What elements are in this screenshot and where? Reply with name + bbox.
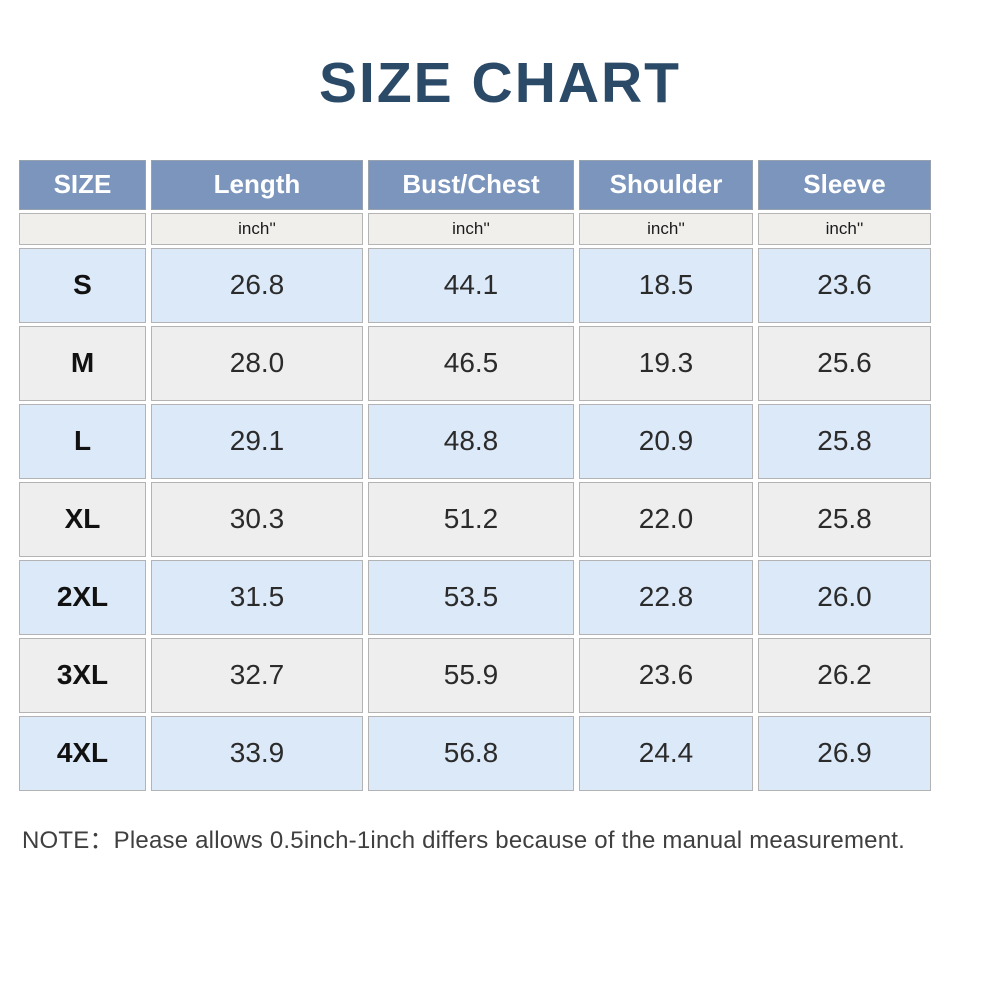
table-row: 4XL 33.9 56.8 24.4 26.9 <box>19 715 931 791</box>
unit-cell-sleeve: inch'' <box>758 212 931 245</box>
unit-cell-shoulder: inch'' <box>579 212 753 245</box>
value-cell-length: 29.1 <box>151 403 363 479</box>
value-cell-bust-chest: 46.5 <box>368 325 574 401</box>
size-cell: M <box>19 325 146 401</box>
size-cell: S <box>19 247 146 323</box>
unit-cell-bust-chest: inch'' <box>368 212 574 245</box>
value-cell-shoulder: 23.6 <box>579 637 753 713</box>
table-row: 2XL 31.5 53.5 22.8 26.0 <box>19 559 931 635</box>
value-cell-length: 31.5 <box>151 559 363 635</box>
value-cell-bust-chest: 53.5 <box>368 559 574 635</box>
value-cell-length: 33.9 <box>151 715 363 791</box>
value-cell-length: 30.3 <box>151 481 363 557</box>
col-header-bust-chest: Bust/Chest <box>368 159 574 210</box>
value-cell-bust-chest: 44.1 <box>368 247 574 323</box>
value-cell-shoulder: 24.4 <box>579 715 753 791</box>
table-row: 3XL 32.7 55.9 23.6 26.2 <box>19 637 931 713</box>
unit-cell-length: inch'' <box>151 212 363 245</box>
table-row: M 28.0 46.5 19.3 25.6 <box>19 325 931 401</box>
header-row: SIZE Length Bust/Chest Shoulder Sleeve <box>19 159 931 210</box>
value-cell-bust-chest: 56.8 <box>368 715 574 791</box>
value-cell-bust-chest: 55.9 <box>368 637 574 713</box>
value-cell-bust-chest: 51.2 <box>368 481 574 557</box>
value-cell-bust-chest: 48.8 <box>368 403 574 479</box>
size-chart-table: SIZE Length Bust/Chest Shoulder Sleeve i… <box>14 157 936 794</box>
size-cell: 4XL <box>19 715 146 791</box>
value-cell-length: 32.7 <box>151 637 363 713</box>
unit-cell-size <box>19 212 146 245</box>
value-cell-sleeve: 25.8 <box>758 403 931 479</box>
value-cell-sleeve: 26.2 <box>758 637 931 713</box>
col-header-length: Length <box>151 159 363 210</box>
value-cell-shoulder: 19.3 <box>579 325 753 401</box>
col-header-size: SIZE <box>19 159 146 210</box>
value-cell-shoulder: 18.5 <box>579 247 753 323</box>
value-cell-sleeve: 25.8 <box>758 481 931 557</box>
col-header-sleeve: Sleeve <box>758 159 931 210</box>
page-title: SIZE CHART <box>319 51 681 115</box>
value-cell-shoulder: 22.0 <box>579 481 753 557</box>
table-row: XL 30.3 51.2 22.0 25.8 <box>19 481 931 557</box>
value-cell-sleeve: 25.6 <box>758 325 931 401</box>
value-cell-sleeve: 26.9 <box>758 715 931 791</box>
value-cell-shoulder: 22.8 <box>579 559 753 635</box>
table-row: S 26.8 44.1 18.5 23.6 <box>19 247 931 323</box>
col-header-shoulder: Shoulder <box>579 159 753 210</box>
size-cell: 2XL <box>19 559 146 635</box>
value-cell-sleeve: 26.0 <box>758 559 931 635</box>
table-row: L 29.1 48.8 20.9 25.8 <box>19 403 931 479</box>
unit-row: inch'' inch'' inch'' inch'' <box>19 212 931 245</box>
size-cell: XL <box>19 481 146 557</box>
measurement-note: NOTE：Please allows 0.5inch-1inch differs… <box>22 826 905 854</box>
size-cell: L <box>19 403 146 479</box>
value-cell-length: 28.0 <box>151 325 363 401</box>
size-cell: 3XL <box>19 637 146 713</box>
value-cell-shoulder: 20.9 <box>579 403 753 479</box>
value-cell-length: 26.8 <box>151 247 363 323</box>
value-cell-sleeve: 23.6 <box>758 247 931 323</box>
